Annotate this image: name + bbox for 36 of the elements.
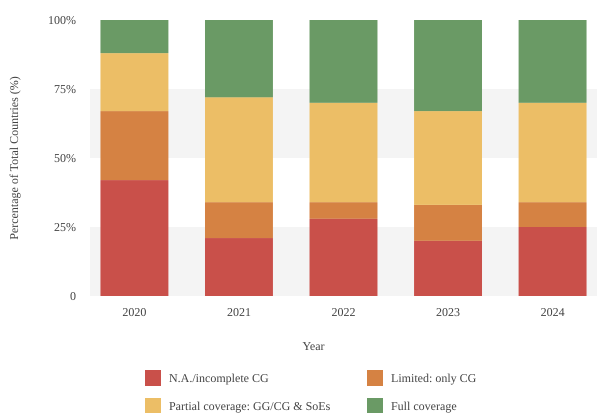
bar xyxy=(414,111,482,205)
x-axis-title: Year xyxy=(302,339,325,353)
y-tick-label: 25% xyxy=(54,220,76,234)
bar xyxy=(310,102,378,202)
bar xyxy=(310,218,378,296)
x-tick-label: 2020 xyxy=(122,305,146,319)
bar xyxy=(518,102,587,202)
legend-label: Limited: only CG xyxy=(391,371,477,386)
bar xyxy=(414,204,482,241)
legend-label: N.A./incomplete CG xyxy=(169,371,269,386)
bar xyxy=(518,227,587,296)
bar xyxy=(414,20,482,112)
y-tick-label: 100% xyxy=(48,13,76,28)
y-axis-title: Percentage of Total Countries (%) xyxy=(7,76,21,240)
y-tick-label: 75% xyxy=(54,82,76,96)
bar xyxy=(100,53,168,112)
legend-label: Full coverage xyxy=(391,399,457,413)
bar xyxy=(204,238,273,296)
bar xyxy=(414,240,482,296)
bar xyxy=(518,20,587,103)
bar xyxy=(100,111,168,180)
x-tick-label: 2021 xyxy=(226,305,251,319)
bar xyxy=(204,202,273,238)
legend-label: Partial coverage: GG/CG & SoEs xyxy=(169,399,331,413)
bar xyxy=(310,202,378,219)
bar xyxy=(100,20,168,54)
y-tick-label: 0 xyxy=(70,289,76,304)
bar xyxy=(204,97,273,202)
bar xyxy=(204,20,273,98)
bar xyxy=(518,202,587,227)
y-tick-label: 50% xyxy=(54,151,76,166)
x-tick-label: 2024 xyxy=(540,305,565,319)
bar xyxy=(100,180,168,296)
x-tick-label: 2022 xyxy=(332,305,356,319)
bar xyxy=(310,20,378,103)
x-tick-label: 2023 xyxy=(436,305,460,319)
